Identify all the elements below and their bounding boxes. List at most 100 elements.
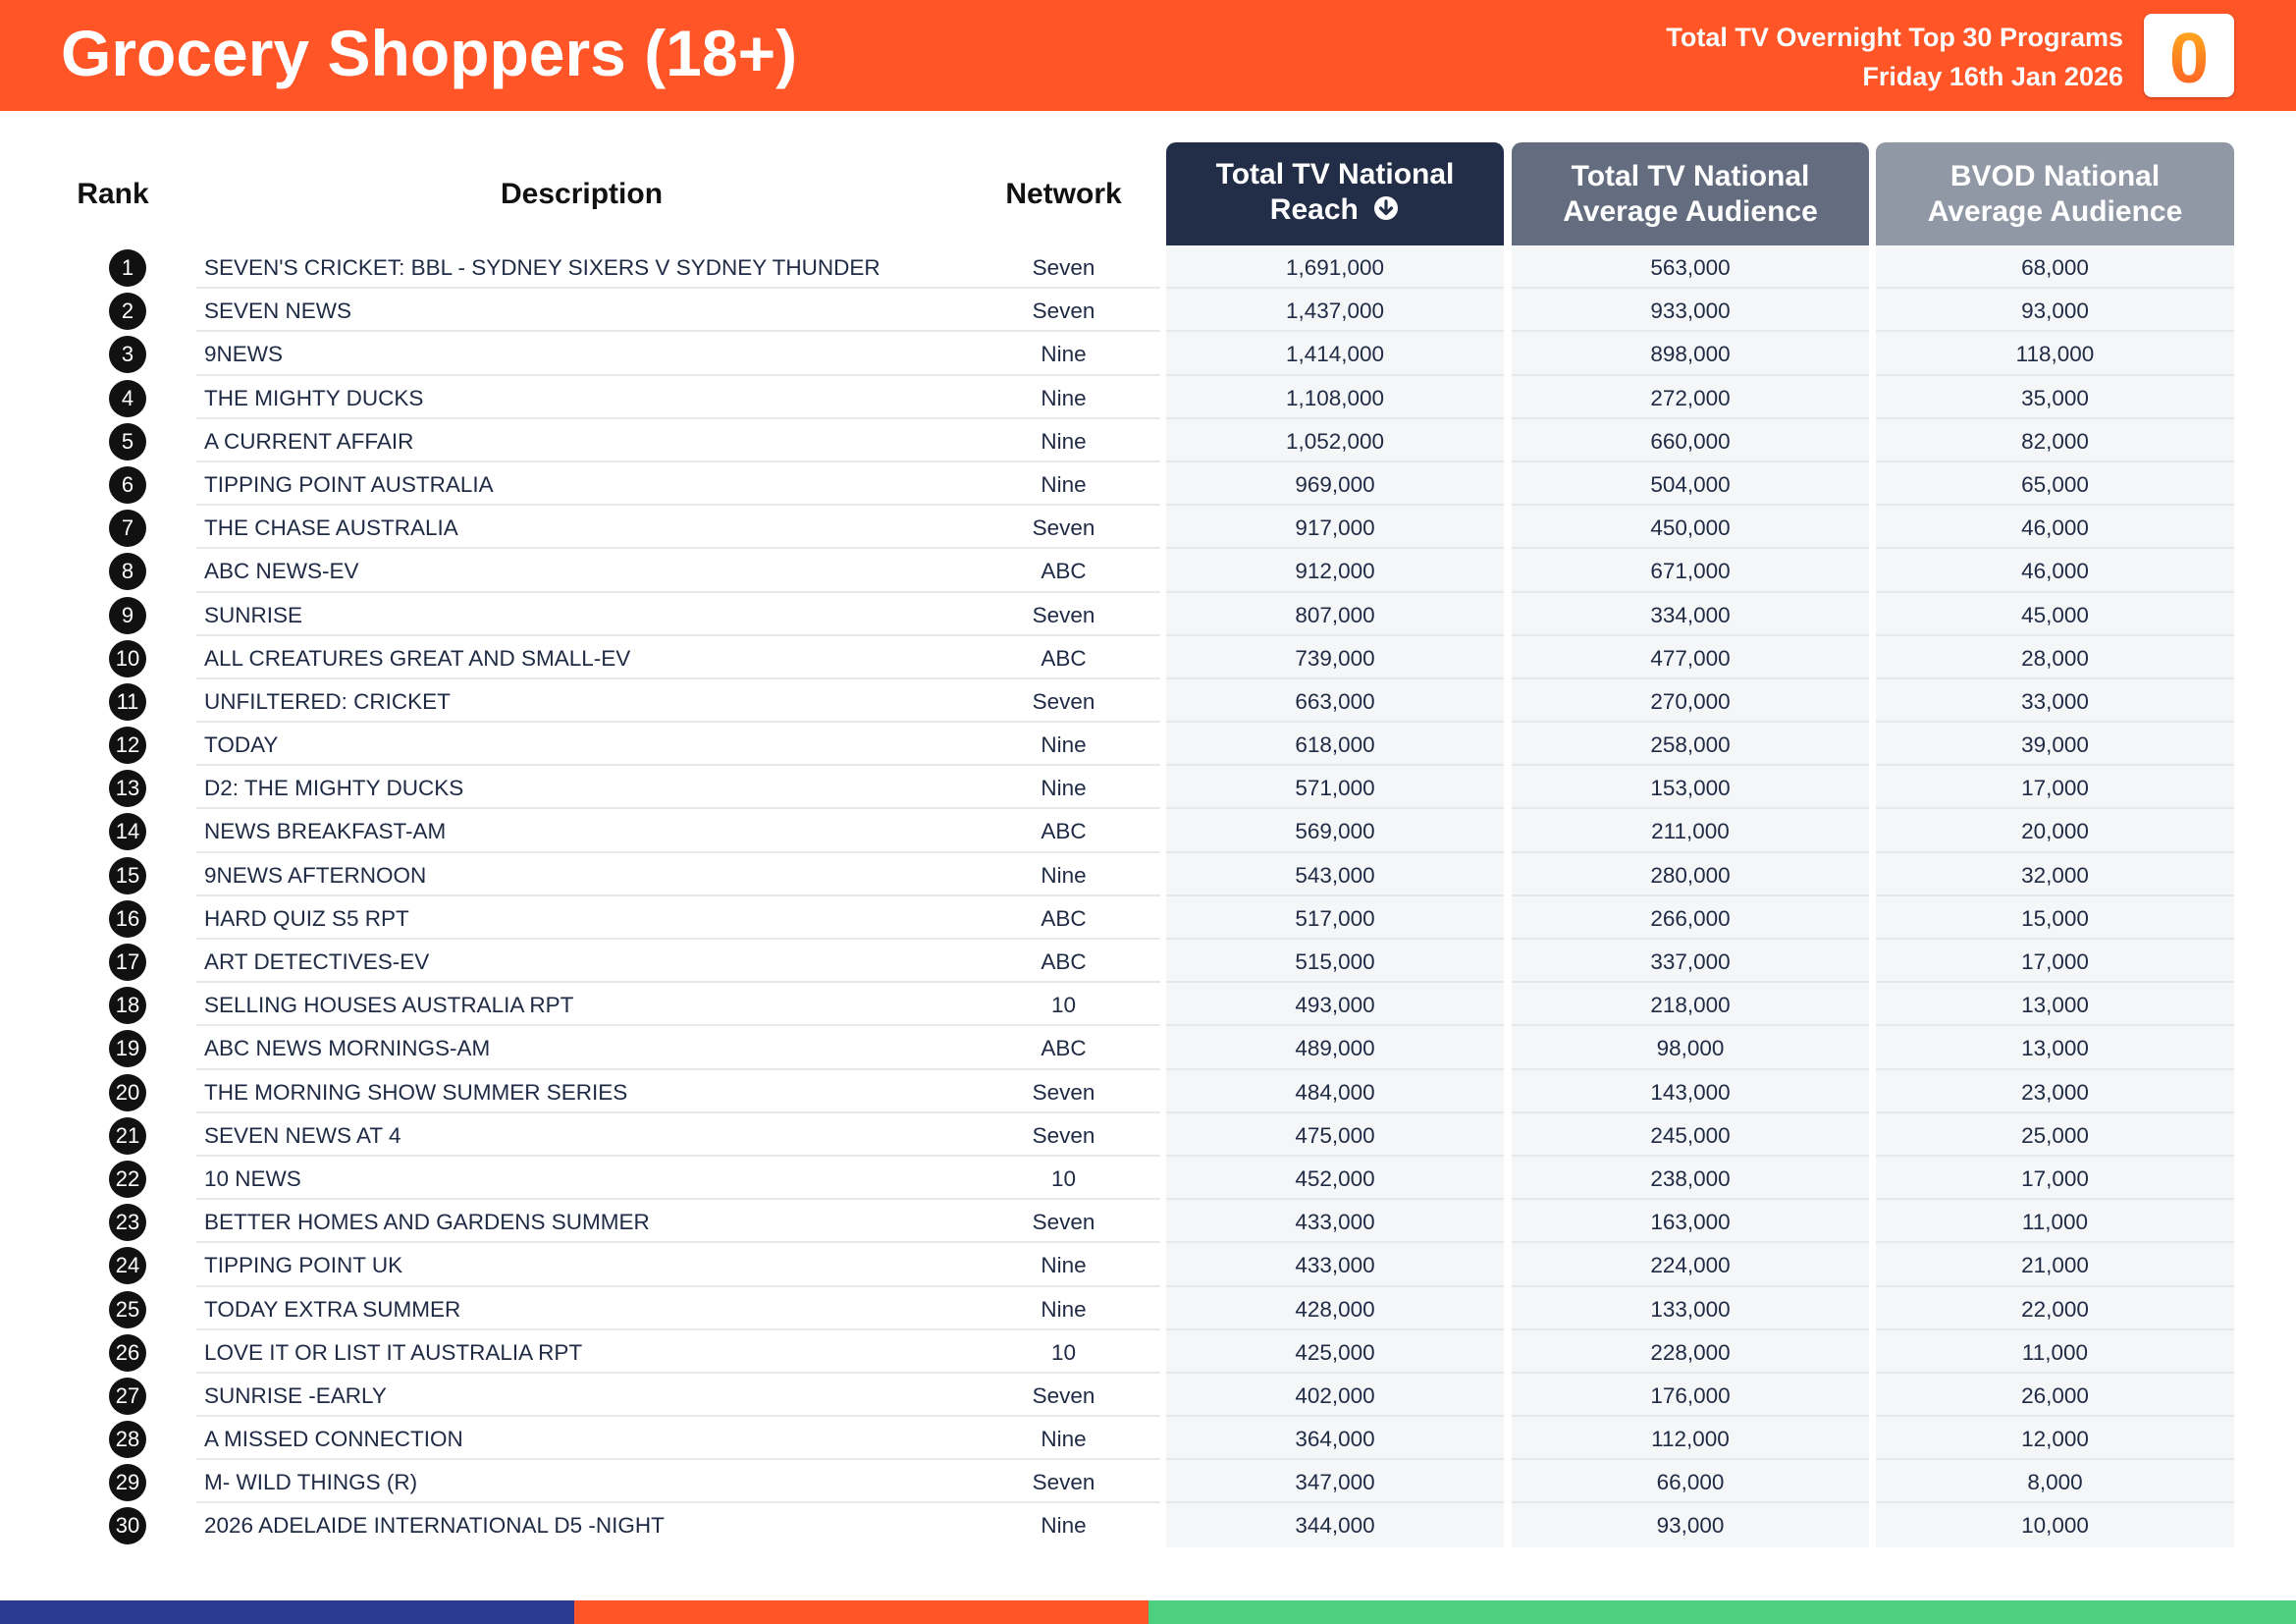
- table-row[interactable]: 20 THE MORNING SHOW SUMMER SERIES Seven 484…: [0, 1070, 2296, 1113]
- table-row[interactable]: 9 SUNRISE Seven 807,000 334,000 45,000: [0, 593, 2296, 636]
- program-bvod-audience: 45,000: [1876, 593, 2234, 636]
- program-bvod-audience: 39,000: [1876, 723, 2234, 767]
- table-row[interactable]: 30 2026 ADELAIDE INTERNATIONAL D5 -NIGHT N…: [0, 1503, 2296, 1546]
- program-description: 9NEWS AFTERNOON: [196, 853, 967, 896]
- program-description: TIPPING POINT UK: [196, 1243, 967, 1287]
- rank-badge: 21: [109, 1116, 146, 1155]
- rank-badge: 17: [109, 944, 146, 981]
- program-network: Nine: [967, 1243, 1160, 1287]
- program-bvod-audience: 17,000: [1876, 940, 2234, 984]
- program-description: UNFILTERED: CRICKET: [196, 679, 967, 724]
- brand-logo-mark: 0: [2169, 20, 2209, 97]
- rank-badge: 29: [109, 1464, 146, 1502]
- table-row[interactable]: 21 SEVEN NEWS AT 4 Seven 475,000 245,000 25,0…: [0, 1113, 2296, 1157]
- program-description: LOVE IT OR LIST IT AUSTRALIA RPT: [196, 1330, 967, 1374]
- program-description: SUNRISE: [196, 593, 967, 636]
- table-row[interactable]: 5 A CURRENT AFFAIR Nine 1,052,000 660,000 82,…: [0, 419, 2296, 462]
- program-description: A MISSED CONNECTION: [196, 1417, 967, 1461]
- table-row[interactable]: 17 ART DETECTIVES-EV ABC 515,000 337,000 17,0…: [0, 940, 2296, 984]
- program-description: SEVEN NEWS AT 4: [196, 1113, 967, 1157]
- table-row[interactable]: 16 HARD QUIZ S5 RPT ABC 517,000 266,000 15,00…: [0, 896, 2296, 940]
- program-description: 10 NEWS: [196, 1157, 967, 1201]
- table-row[interactable]: 11 UNFILTERED: CRICKET Seven 663,000 270,000…: [0, 679, 2296, 724]
- program-description: THE CHASE AUSTRALIA: [196, 506, 967, 550]
- program-network: Nine: [967, 462, 1160, 507]
- reach-column-background: [1166, 245, 1504, 1547]
- program-average-audience: 671,000: [1512, 549, 1869, 593]
- page-title: Grocery Shoppers (18+): [61, 17, 798, 89]
- program-reach: 433,000: [1166, 1243, 1504, 1287]
- table-row[interactable]: 15 9NEWS AFTERNOON Nine 543,000 280,000 32,00…: [0, 853, 2296, 896]
- program-average-audience: 272,000: [1512, 376, 1869, 419]
- table-row[interactable]: 23 BETTER HOMES AND GARDENS SUMMER Seven 43…: [0, 1200, 2296, 1244]
- rank-badge: 26: [109, 1333, 146, 1372]
- program-network: Nine: [967, 376, 1160, 419]
- rank-badge: 15: [109, 856, 146, 894]
- table-row[interactable]: 25 TODAY EXTRA SUMMER Nine 428,000 133,000 22…: [0, 1287, 2296, 1330]
- table-row[interactable]: 12 TODAY Nine 618,000 258,000 39,000: [0, 723, 2296, 767]
- table-row[interactable]: 27 SUNRISE -EARLY Seven 402,000 176,000 26,00…: [0, 1374, 2296, 1418]
- table-row[interactable]: 24 TIPPING POINT UK Nine 433,000 224,000 21,0…: [0, 1243, 2296, 1287]
- program-reach: 517,000: [1166, 896, 1504, 940]
- table-row[interactable]: 18 SELLING HOUSES AUSTRALIA RPT 10 493,000 2…: [0, 983, 2296, 1027]
- table-row[interactable]: 8 ABC NEWS-EV ABC 912,000 671,000 46,000: [0, 549, 2296, 593]
- column-header-bvod[interactable]: BVOD National Average Audience: [1876, 142, 2234, 245]
- program-bvod-audience: 46,000: [1876, 549, 2234, 593]
- program-reach: 543,000: [1166, 853, 1504, 896]
- program-reach: 433,000: [1166, 1200, 1504, 1244]
- rank-badge: 18: [109, 987, 146, 1025]
- table-row[interactable]: 13 D2: THE MIGHTY DUCKS Nine 571,000 153,000…: [0, 766, 2296, 810]
- column-header-average-audience[interactable]: Total TV National Average Audience: [1512, 142, 1869, 245]
- rank-badge: 30: [109, 1507, 146, 1545]
- program-network: Seven: [967, 593, 1160, 636]
- program-bvod-audience: 13,000: [1876, 983, 2234, 1027]
- program-description: THE MORNING SHOW SUMMER SERIES: [196, 1070, 967, 1113]
- rank-badge: 13: [109, 770, 146, 808]
- program-network: ABC: [967, 809, 1160, 853]
- program-reach: 969,000: [1166, 462, 1504, 507]
- table-row[interactable]: 26 LOVE IT OR LIST IT AUSTRALIA RPT 10 425,…: [0, 1330, 2296, 1374]
- program-bvod-audience: 11,000: [1876, 1330, 2234, 1374]
- program-reach: 1,691,000: [1166, 245, 1504, 290]
- program-reach: 344,000: [1295, 1513, 1375, 1539]
- table-row[interactable]: 22 10 NEWS 10 452,000 238,000 17,000: [0, 1157, 2296, 1201]
- table-row[interactable]: 1 SEVEN'S CRICKET: BBL - SYDNEY SIXERS V …: [0, 245, 2296, 290]
- program-description: SEVEN'S CRICKET: BBL - SYDNEY SIXERS V S…: [196, 245, 967, 290]
- program-bvod-audience: 8,000: [1876, 1460, 2234, 1504]
- rank-badge: 4: [109, 379, 146, 417]
- table-row[interactable]: 29 M- WILD THINGS (R) Seven 347,000 66,000 8,…: [0, 1460, 2296, 1504]
- program-bvod-audience: 17,000: [1876, 1157, 2234, 1201]
- table-row[interactable]: 28 A MISSED CONNECTION Nine 364,000 112,000 1…: [0, 1417, 2296, 1461]
- table-row[interactable]: 4 THE MIGHTY DUCKS Nine 1,108,000 272,000 35,…: [0, 376, 2296, 419]
- reach-header-line1: Total TV National: [1215, 158, 1455, 190]
- program-average-audience: 563,000: [1512, 245, 1869, 290]
- table-row[interactable]: 3 9NEWS Nine 1,414,000 898,000 118,000: [0, 332, 2296, 376]
- rank-badge: 6: [109, 465, 146, 504]
- program-reach: 452,000: [1166, 1157, 1504, 1201]
- program-average-audience: 176,000: [1512, 1374, 1869, 1418]
- rank-badge: 22: [109, 1160, 146, 1198]
- table-row[interactable]: 19 ABC NEWS MORNINGS-AM ABC 489,000 98,000 13…: [0, 1026, 2296, 1070]
- table-row[interactable]: 6 TIPPING POINT AUSTRALIA Nine 969,000 504,0…: [0, 462, 2296, 507]
- table-row[interactable]: 10 ALL CREATURES GREAT AND SMALL-EV ABC 739…: [0, 636, 2296, 679]
- rank-badge: 23: [109, 1204, 146, 1242]
- program-description: ART DETECTIVES-EV: [196, 940, 967, 984]
- program-average-audience: 660,000: [1512, 419, 1869, 462]
- footer-stripe-orange: [574, 1600, 1148, 1624]
- column-header-reach[interactable]: Total TV National Reach: [1166, 142, 1504, 245]
- sort-descending-icon[interactable]: [1372, 194, 1400, 231]
- program-network: Nine: [967, 419, 1160, 462]
- program-bvod-audience: 13,000: [1876, 1026, 2234, 1070]
- program-average-audience: 266,000: [1512, 896, 1869, 940]
- program-average-audience: 133,000: [1512, 1287, 1869, 1330]
- program-description: ALL CREATURES GREAT AND SMALL-EV: [196, 636, 967, 679]
- table-row[interactable]: 7 THE CHASE AUSTRALIA Seven 917,000 450,000 4…: [0, 506, 2296, 550]
- program-description: M- WILD THINGS (R): [196, 1460, 967, 1504]
- table-row[interactable]: 2 SEVEN NEWS Seven 1,437,000 933,000 93,000: [0, 289, 2296, 333]
- program-network: Seven: [967, 1374, 1160, 1418]
- table-row[interactable]: 14 NEWS BREAKFAST-AM ABC 569,000 211,000 20,0…: [0, 809, 2296, 853]
- program-network: Nine: [967, 766, 1160, 810]
- rank-badge: 28: [109, 1421, 146, 1459]
- program-network: Seven: [967, 1460, 1160, 1504]
- rank-badge: 25: [109, 1290, 146, 1328]
